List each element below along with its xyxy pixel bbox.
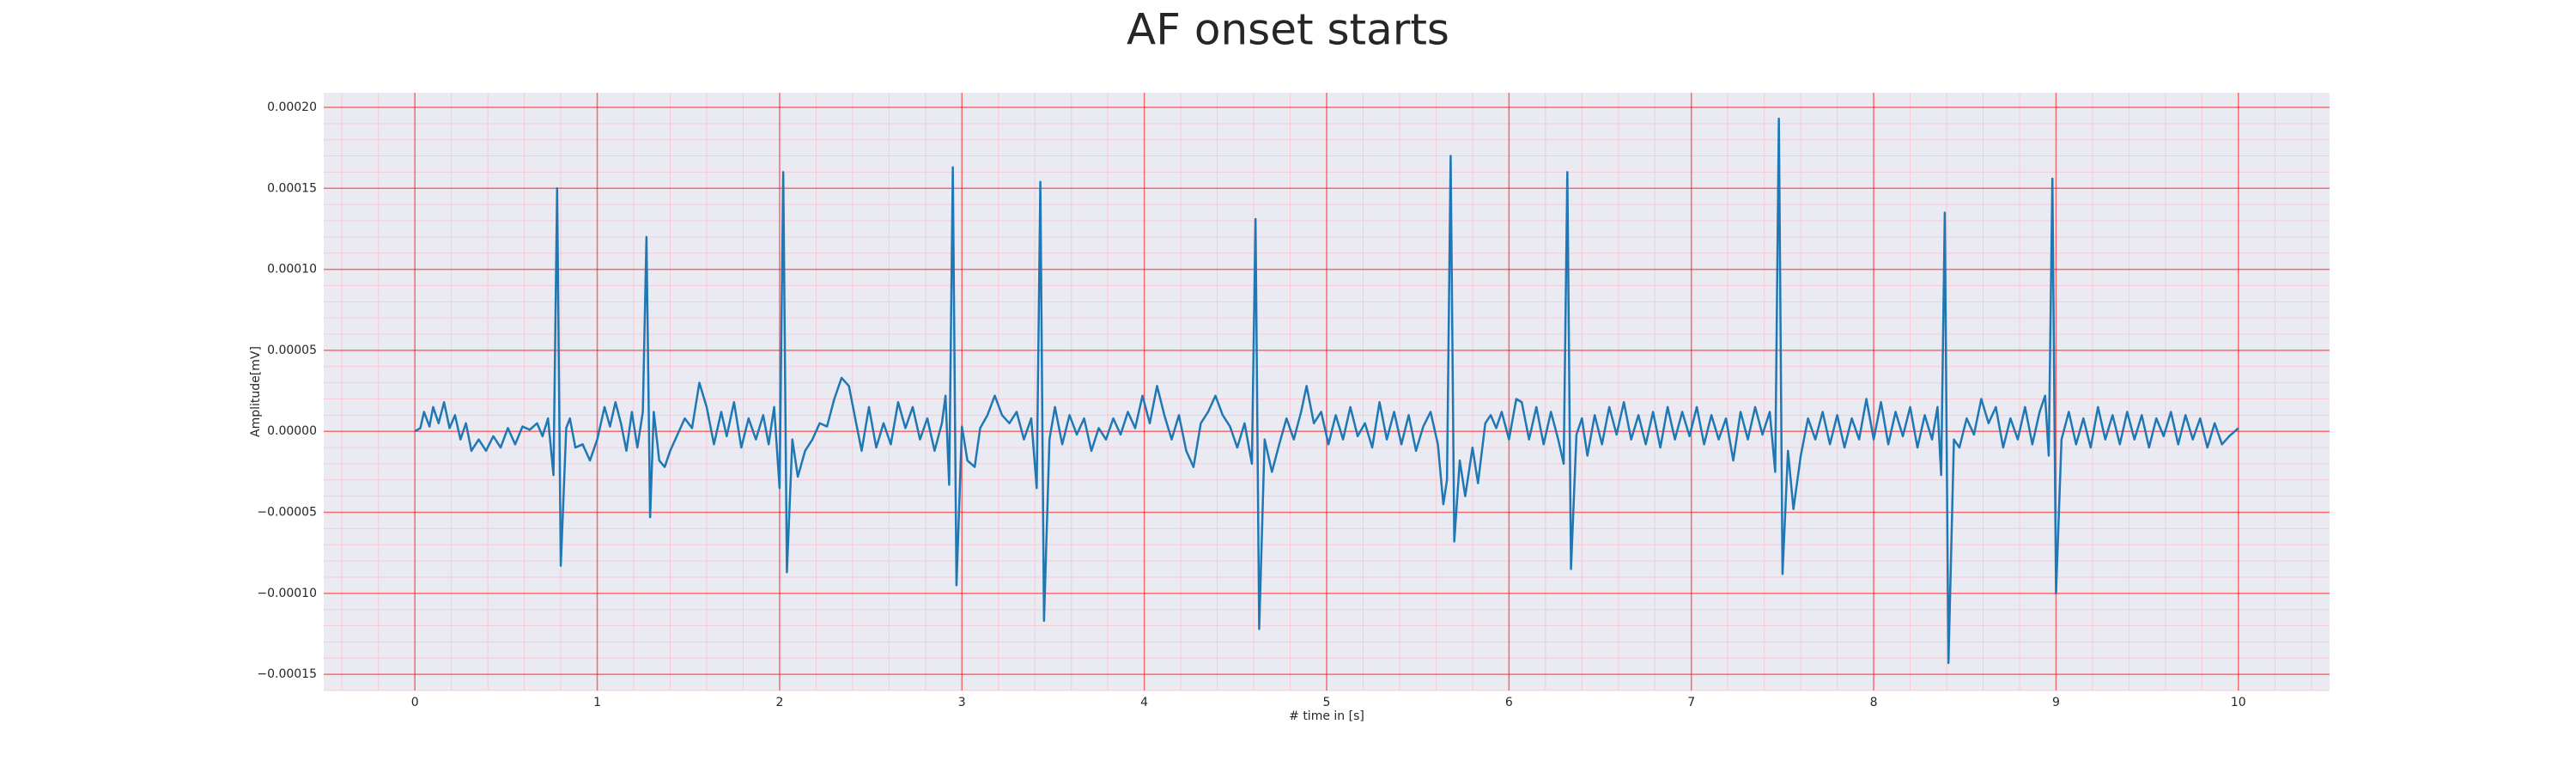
y-tick-label: 0.00015: [267, 181, 317, 195]
x-axis-label: # time in [s]: [1289, 709, 1364, 723]
x-tick-label: 8: [1870, 696, 1878, 709]
x-tick-label: 0: [411, 696, 419, 709]
grid: [324, 93, 2330, 691]
x-tick-label: 9: [2052, 696, 2060, 709]
x-tick-label: 3: [958, 696, 966, 709]
y-tick-label: −0.00010: [257, 587, 317, 600]
y-tick-label: 0.00000: [267, 424, 317, 438]
signal-line: [414, 117, 2239, 665]
y-axis-label: Amplitude[mV]: [249, 346, 263, 437]
y-tick-label: −0.00015: [257, 667, 317, 681]
x-tick-label: 6: [1505, 696, 1513, 709]
series: [414, 117, 2239, 665]
x-tick-label: 2: [775, 696, 783, 709]
x-tick-label: 5: [1323, 696, 1331, 709]
tick-labels: 0 1 2 3 4 5 6 7 8 9 10 −0.00015 −0.00010 −0.00005 0.00…: [257, 100, 2245, 709]
x-tick-label: 7: [1687, 696, 1695, 709]
x-tick-label: 4: [1140, 696, 1148, 709]
y-tick-label: 0.00010: [267, 263, 317, 277]
chart-title: AF onset starts: [1127, 5, 1449, 55]
y-tick-label: −0.00005: [257, 506, 317, 520]
x-tick-label: 10: [2231, 696, 2246, 709]
y-tick-label: 0.00020: [267, 100, 317, 114]
y-tick-label: 0.00005: [267, 344, 317, 357]
x-tick-label: 1: [593, 696, 601, 709]
